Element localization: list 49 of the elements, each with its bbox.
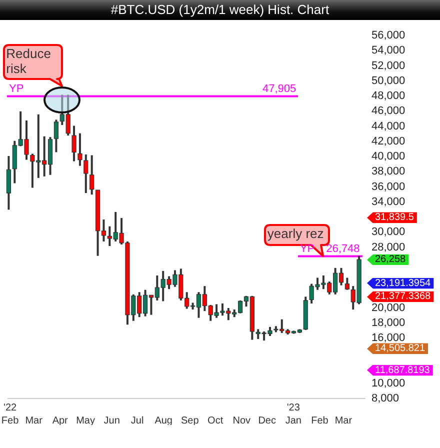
y-tick-label: 44,000 xyxy=(372,120,406,132)
x-tick-label: Dec xyxy=(258,416,276,426)
y-tick-label: 52,000 xyxy=(372,60,406,72)
y-tick-label: 28,000 xyxy=(372,241,406,254)
text: 21,377.3368 xyxy=(367,291,434,302)
y-tick-label: 16,000 xyxy=(372,332,406,344)
y-tick-label: 50,000 xyxy=(372,74,406,87)
candlestick xyxy=(344,276,350,291)
y-tick-label: 38,000 xyxy=(372,166,406,178)
text: 14,505.821 xyxy=(367,343,428,354)
candlestick xyxy=(54,118,59,154)
x-tick-label: '23 Jan xyxy=(285,402,302,426)
y-tick-label: 36,000 xyxy=(372,180,406,193)
y-tick-label: 48,000 xyxy=(372,90,406,102)
y-tick-label: 10,000 xyxy=(372,377,406,390)
x-tick-label: Mar xyxy=(334,416,353,426)
annotation: 47,905 xyxy=(262,83,296,96)
x-tick-label: Feb xyxy=(311,416,329,426)
annotation: YP xyxy=(300,243,315,256)
y-tick-label: 8,000 xyxy=(372,392,400,404)
annotation: yearly rez xyxy=(266,225,325,244)
y-tick-label: 46,000 xyxy=(372,105,406,118)
y-tick-label: 56,000 xyxy=(372,30,406,42)
y-tick-label: 30,000 xyxy=(372,226,406,238)
candlestick xyxy=(72,124,76,162)
y-tick-label: 42,000 xyxy=(372,135,406,148)
text: 11,687.8193 xyxy=(367,364,433,376)
y-tick-label: 54,000 xyxy=(372,44,406,57)
y-tick-label: 34,000 xyxy=(372,196,406,208)
chart-title: #BTC.USD (1y2m/1 week) Hist. Chart xyxy=(0,0,440,20)
x-tick-label: Jun xyxy=(104,416,120,426)
annotation: 26,748 xyxy=(326,243,360,256)
text: 26,258 xyxy=(367,254,409,266)
candlestick xyxy=(90,154,94,196)
candlestick xyxy=(84,153,88,194)
y-tick-label: 40,000 xyxy=(372,150,406,162)
y-tick-label: 18,000 xyxy=(372,316,406,329)
x-tick-label: Oct xyxy=(208,416,224,426)
candlestick xyxy=(78,132,82,167)
annotation: YP xyxy=(8,83,24,96)
text: 31,839.5 xyxy=(367,212,417,224)
annotation: Reduce risk xyxy=(5,45,52,78)
candlestick xyxy=(6,155,11,211)
x-tick-label: Mar xyxy=(25,416,44,426)
text: 23,191.3954 xyxy=(367,278,434,289)
x-tick-label: Jul xyxy=(130,416,144,426)
x-tick-label: Nov xyxy=(232,416,251,426)
x-tick-label: '22 Feb xyxy=(1,402,20,426)
y-tick-label: 20,000 xyxy=(372,302,406,314)
